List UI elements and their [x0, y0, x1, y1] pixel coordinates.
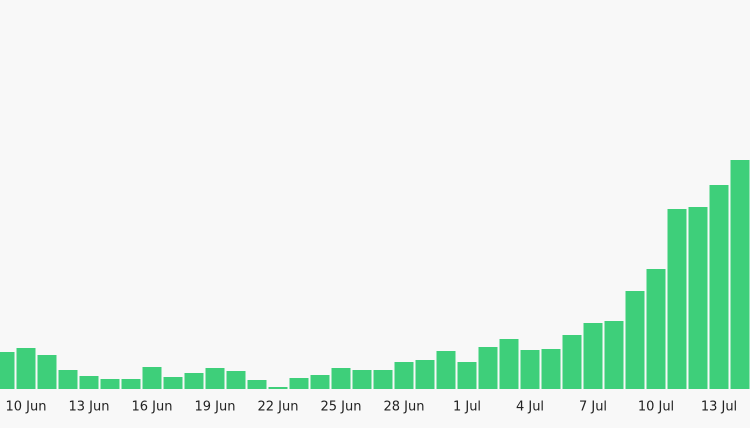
bar: [520, 350, 540, 389]
x-tick-label: 22 Jun: [258, 400, 299, 415]
bar: [646, 269, 666, 389]
bar: [583, 323, 603, 389]
bar: [247, 380, 267, 389]
bar: [121, 379, 141, 389]
bar: [604, 321, 624, 389]
bar: [352, 370, 372, 389]
bar: [268, 387, 288, 389]
bar: [37, 355, 57, 389]
bar: [541, 349, 561, 389]
x-tick-label: 13 Jun: [69, 400, 110, 415]
bar: [562, 335, 582, 389]
x-tick-label: 10 Jun: [6, 400, 47, 415]
x-tick-label: 13 Jul: [701, 400, 737, 415]
bar: [184, 373, 204, 389]
x-tick-label: 7 Jul: [579, 400, 607, 415]
bar: [163, 377, 183, 389]
bar: [79, 376, 99, 389]
x-tick-label: 25 Jun: [321, 400, 362, 415]
bar: [373, 370, 393, 389]
bar: [226, 371, 246, 389]
bar: [709, 185, 729, 389]
bar: [0, 352, 15, 389]
x-tick-label: 4 Jul: [516, 400, 544, 415]
x-tick-label: 10 Jul: [638, 400, 674, 415]
bar: [16, 348, 36, 389]
bar: [310, 375, 330, 389]
bar: [667, 209, 687, 389]
bar: [730, 160, 750, 389]
bar: [436, 351, 456, 389]
bar: [499, 339, 519, 389]
bar: [205, 368, 225, 389]
bar: [289, 378, 309, 389]
bar: [478, 347, 498, 389]
x-tick-label: 19 Jun: [195, 400, 236, 415]
bar: [331, 368, 351, 389]
bar: [415, 360, 435, 389]
bar: [688, 207, 708, 389]
x-tick-label: 1 Jul: [453, 400, 481, 415]
bar: [58, 370, 78, 389]
bar: [457, 362, 477, 389]
bar: [142, 367, 162, 389]
x-tick-label: 16 Jun: [132, 400, 173, 415]
bar: [394, 362, 414, 389]
bar: [625, 291, 645, 389]
x-tick-label: 28 Jun: [384, 400, 425, 415]
bar: [100, 379, 120, 389]
